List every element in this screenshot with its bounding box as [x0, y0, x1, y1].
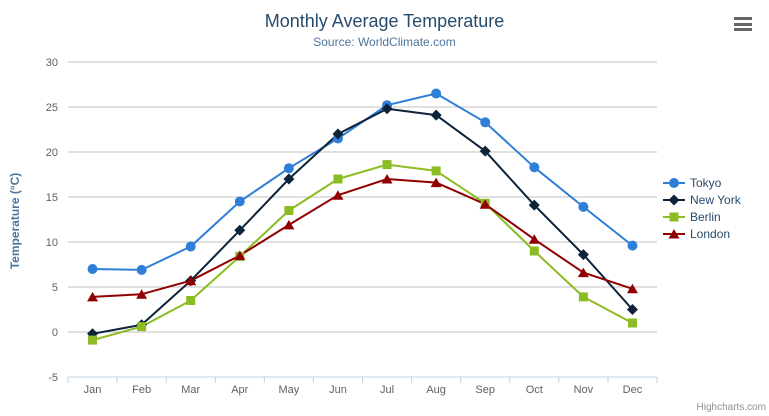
y-axis-label: 30	[46, 57, 58, 69]
data-point[interactable]	[627, 318, 637, 328]
x-axis-label: Mar	[181, 384, 200, 396]
data-point[interactable]	[528, 199, 540, 211]
data-point[interactable]	[431, 88, 442, 99]
data-point[interactable]	[529, 246, 539, 256]
data-point[interactable]	[332, 190, 344, 200]
legend-label: London	[690, 227, 731, 241]
data-point[interactable]	[185, 275, 197, 286]
data-point[interactable]	[87, 291, 99, 302]
data-point[interactable]	[577, 249, 589, 261]
y-axis-label: 25	[46, 102, 58, 114]
y-axis-label: 10	[46, 237, 58, 249]
legend-item-new-york[interactable]: New York	[663, 192, 741, 208]
legend-item-berlin[interactable]: Berlin	[663, 209, 741, 225]
data-point[interactable]	[88, 335, 98, 345]
x-axis-label: Aug	[426, 384, 446, 396]
data-point[interactable]	[479, 199, 491, 209]
chart-subtitle: Source: WorldClimate.com	[313, 35, 456, 49]
data-point[interactable]	[234, 224, 246, 236]
data-point[interactable]	[185, 241, 196, 252]
data-point[interactable]	[529, 162, 540, 173]
data-point[interactable]	[669, 212, 679, 222]
x-axis-label: Feb	[132, 384, 151, 396]
y-axis-label: 20	[46, 147, 58, 159]
data-point[interactable]	[668, 229, 680, 239]
x-axis-label: Nov	[574, 384, 594, 396]
data-point[interactable]	[234, 250, 246, 261]
legend-label: Berlin	[690, 210, 721, 224]
data-point[interactable]	[284, 206, 294, 215]
y-axis-label: 0	[52, 327, 58, 339]
data-point[interactable]	[669, 178, 679, 188]
data-point[interactable]	[381, 103, 393, 115]
hamburger-bar	[734, 22, 752, 26]
data-point[interactable]	[626, 283, 638, 294]
legend-label: Tokyo	[690, 176, 722, 190]
data-point[interactable]	[87, 264, 98, 274]
data-point[interactable]	[283, 173, 295, 185]
data-point[interactable]	[136, 289, 148, 299]
data-point[interactable]	[668, 194, 680, 206]
data-point[interactable]	[627, 240, 638, 251]
data-point[interactable]	[430, 177, 442, 188]
credits-link[interactable]: Highcharts.com	[696, 402, 766, 413]
data-point[interactable]	[381, 174, 393, 184]
chart-title: Monthly Average Temperature	[264, 11, 505, 31]
legend-label: New York	[690, 193, 741, 207]
data-point[interactable]	[137, 322, 147, 332]
legend-item-tokyo[interactable]: Tokyo	[663, 175, 741, 191]
x-axis-label: Jun	[329, 384, 347, 396]
data-point[interactable]	[234, 196, 245, 207]
series-line-new-york	[91, 107, 634, 335]
y-axis-title: Temperature (°C)	[8, 172, 22, 270]
x-axis-label: Oct	[526, 384, 543, 396]
y-axis-label: -5	[48, 372, 58, 384]
data-point[interactable]	[283, 163, 294, 174]
diamond-legend-marker-icon	[663, 194, 685, 206]
hamburger-icon[interactable]	[734, 17, 752, 31]
data-point[interactable]	[430, 109, 442, 121]
data-point[interactable]	[332, 128, 344, 140]
data-point[interactable]	[382, 160, 392, 170]
data-point[interactable]	[283, 219, 295, 230]
x-axis-label: Sep	[475, 384, 495, 396]
legend: Tokyo New York Berlin London	[663, 175, 741, 243]
x-axis-label: Apr	[231, 384, 248, 396]
series-line-tokyo	[91, 92, 634, 271]
series-line-london	[91, 178, 634, 298]
square-legend-marker-icon	[663, 212, 685, 222]
data-point[interactable]	[626, 304, 638, 315]
y-axis-label: 15	[46, 192, 58, 204]
data-point[interactable]	[528, 234, 540, 244]
circle-legend-marker-icon	[663, 178, 685, 188]
triangle-legend-marker-icon	[663, 229, 685, 239]
data-point[interactable]	[186, 296, 196, 305]
data-point[interactable]	[333, 174, 343, 184]
data-point[interactable]	[431, 166, 441, 176]
x-axis-label: May	[278, 384, 299, 396]
legend-item-london[interactable]: London	[663, 226, 741, 242]
x-axis-label: Jan	[84, 384, 102, 396]
data-point[interactable]	[480, 117, 491, 128]
data-point[interactable]	[578, 201, 589, 212]
series-line-berlin	[91, 163, 634, 342]
hamburger-bar	[734, 28, 752, 31]
data-point[interactable]	[577, 267, 589, 278]
y-axis-label: 5	[52, 282, 58, 294]
hamburger-bar	[734, 17, 752, 20]
data-point[interactable]	[479, 145, 491, 157]
data-point[interactable]	[136, 264, 147, 275]
x-axis-label: Dec	[623, 384, 643, 396]
data-point[interactable]	[578, 292, 588, 302]
x-axis-label: Jul	[380, 384, 394, 396]
